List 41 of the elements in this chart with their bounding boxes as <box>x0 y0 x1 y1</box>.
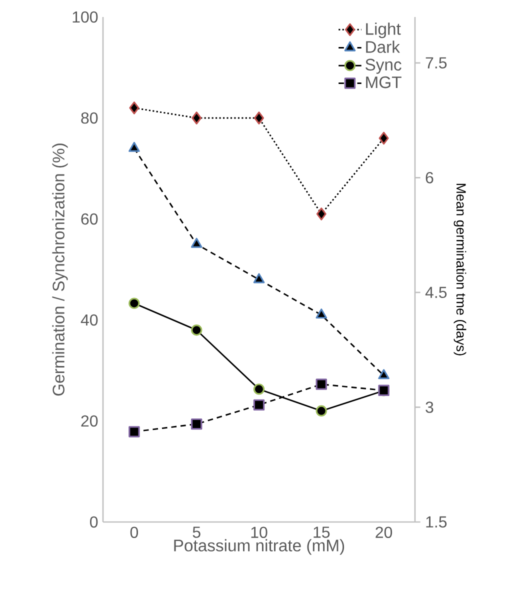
y2-tick-label: 3 <box>426 402 434 413</box>
x-tick-label: 20 <box>376 526 392 538</box>
point <box>192 112 202 124</box>
point <box>253 384 265 395</box>
y-tick-label: 40 <box>80 314 98 326</box>
x-axis-title: Potassium nitrate (mM) <box>174 539 344 555</box>
y-tick-label: 80 <box>81 112 98 124</box>
point <box>316 208 326 220</box>
x-tick-label: 10 <box>251 526 268 538</box>
point <box>129 102 140 114</box>
point <box>253 273 265 284</box>
y-tick-label: 60 <box>81 213 98 225</box>
y2-tick-label: 1.5 <box>426 516 447 528</box>
x-tick-label: 5 <box>192 526 200 538</box>
y-tick-label: 20 <box>81 415 98 427</box>
point <box>190 418 202 430</box>
y2-tick-label: 4.5 <box>425 286 447 298</box>
point <box>316 405 327 416</box>
point <box>253 399 265 411</box>
y-tick-label: 0 <box>90 516 98 528</box>
point <box>128 298 140 309</box>
point <box>316 308 328 319</box>
y2-tick-label: 6 <box>426 172 434 184</box>
point <box>128 426 140 438</box>
point <box>254 112 264 124</box>
y-axis-title: Germination / Synchronization (%) <box>52 144 68 396</box>
y-tick-label: 100 <box>72 11 98 23</box>
point <box>316 378 327 390</box>
legend-label: Dark <box>366 40 400 53</box>
legend-label: MGT <box>366 76 402 88</box>
point <box>378 369 390 380</box>
point <box>378 132 389 145</box>
y2-tick-label: 7.5 <box>426 57 447 68</box>
legend-label: Sync <box>366 58 402 74</box>
point <box>190 324 202 336</box>
point <box>128 142 140 152</box>
legend-label: Light <box>366 22 401 38</box>
x-tick-label: 15 <box>314 526 330 538</box>
point <box>190 238 202 248</box>
y2-axis-title: Mean germination tme (days) <box>454 184 466 356</box>
x-tick-label: 0 <box>130 526 138 538</box>
